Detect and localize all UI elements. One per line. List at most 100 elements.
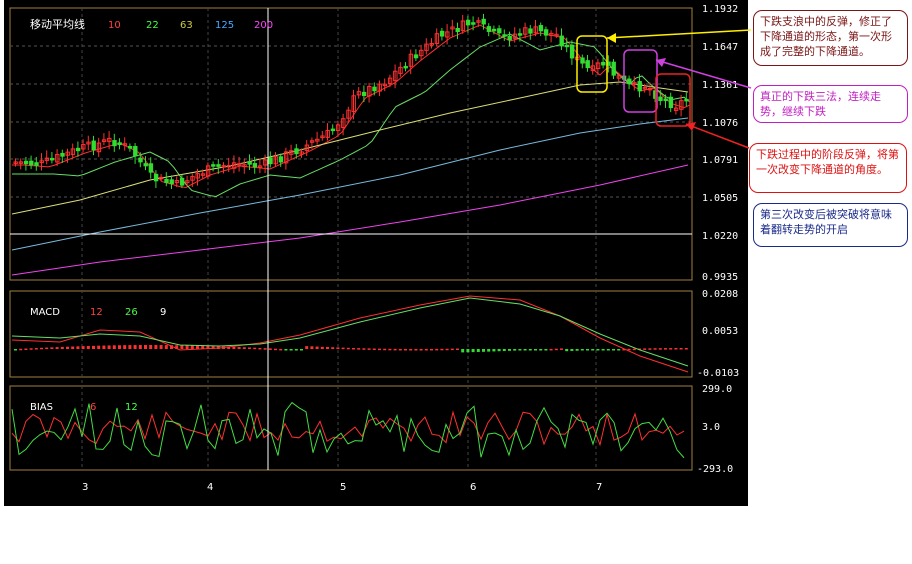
chart-background [4,0,748,506]
candle-body [346,109,351,119]
macd-histogram-bar [279,348,283,351]
macd-histogram-bar [331,347,335,349]
macd-histogram-bar [128,345,132,349]
candlesticks [13,13,689,189]
macd-histogram-bar [658,348,662,350]
macd-histogram-bar [29,348,33,350]
candle-body [419,49,424,57]
macd-histogram-bar [45,347,49,350]
candle-body [403,65,408,69]
candle-body [335,124,341,132]
candle-body [491,28,497,32]
candle-body [471,22,476,25]
macd-histogram-bar [393,348,397,351]
macd-histogram-bar [648,348,652,350]
candle-body [564,44,570,48]
candle-body [439,30,445,37]
bias-tick-label: 299.0 [702,384,732,395]
candle-body [595,62,601,70]
candle-body [528,28,533,34]
macd-histogram-bar [326,347,329,349]
macd-histogram-bar [159,345,163,349]
macd-histogram-bar [487,349,491,352]
candle-body [668,96,674,109]
macd-histogram-bar [424,348,428,351]
candle-body [517,33,523,36]
macd-histogram-bar [289,349,293,351]
candle-body [164,178,169,184]
macd-histogram-bar [523,349,527,351]
ma22-label: 22 [146,20,159,31]
candle-body [273,156,278,165]
macd-histogram-bar [138,345,142,349]
candle-body [663,98,668,102]
macd-histogram-bar [248,347,251,349]
candle-body [486,26,492,32]
candle-body [86,141,91,145]
candle-body [283,151,289,164]
candle-body [247,161,252,165]
macd-histogram-bar [409,348,413,351]
candle-body [507,35,512,41]
candle-body [185,180,190,184]
macd-histogram-bar [575,349,579,351]
macd-histogram-bar [305,346,309,349]
bias12-line [11,401,685,459]
candle-body [330,128,336,132]
macd-histogram-bar [456,348,459,351]
candle-body [91,140,96,151]
annotation-note-4: 第三次改变后被突破将意味着翻转走势的开启 [753,203,908,247]
candle-body [315,138,320,142]
macd-histogram-bar [674,348,678,350]
macd-tick-label: 0.0208 [702,289,738,300]
candle-body [434,33,440,44]
macd-histogram-bar [482,349,485,352]
macd-histogram-bar [445,348,449,351]
bias-indicator [11,401,685,459]
macd-histogram-bar [580,349,584,351]
macd-histogram-bar [149,345,153,349]
macd-histogram-bar [274,348,277,351]
macd-param-slow: 26 [125,307,138,318]
candle-body [278,156,284,163]
candle-body [476,20,481,23]
macd-histogram-bar [653,348,657,350]
macd-histogram-bar [679,348,683,350]
macd-histogram-bar [684,348,688,350]
candle-body [450,26,455,30]
candle-body [601,61,606,66]
macd-histogram-bar [341,347,345,350]
y-tick-label: 1.1076 [702,118,738,129]
macd-histogram-bar [627,348,631,351]
macd-histogram-bar [206,345,210,349]
y-tick-label: 1.0220 [702,231,738,242]
ma200-label: 200 [254,20,273,31]
candle-body [49,157,55,161]
macd-histogram-bar [539,349,543,351]
candle-body [497,28,502,34]
candle-body [679,100,684,110]
macd-histogram-bar [471,349,475,353]
y-tick-label: 1.1361 [702,80,738,91]
candle-body [627,78,632,85]
candle-body [351,95,356,113]
macd-histogram-bar [55,347,59,349]
macd-histogram-bar [294,349,298,351]
macd-histogram-bar [60,346,64,349]
y-tick-label: 0.9935 [702,272,738,283]
candle-body [673,107,679,111]
macd-histogram-bar [346,347,350,350]
candle-body [502,34,507,37]
candle-body [408,53,414,67]
candle-body [112,140,117,147]
candle-body [60,152,65,157]
candle-body [356,91,362,96]
candle-body [268,157,273,165]
macd-histogram-bar [201,345,205,349]
macd-histogram-bar [97,345,101,349]
candle-body [465,19,471,26]
macd-histogram-bar [388,348,392,351]
candle-body [580,57,585,64]
macd-histogram-bar [591,349,595,351]
candle-body [237,163,242,166]
